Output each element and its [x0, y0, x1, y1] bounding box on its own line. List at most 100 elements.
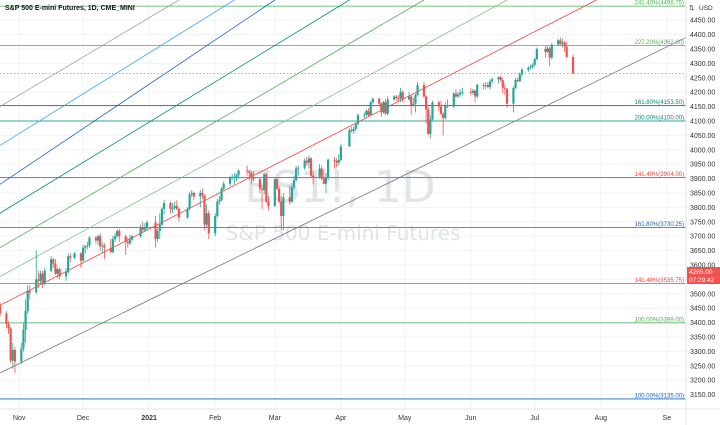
channel-line[interactable] [0, 0, 425, 249]
candle[interactable] [399, 87, 402, 103]
candle[interactable] [5, 311, 8, 329]
candle[interactable] [437, 100, 440, 111]
candle[interactable] [162, 200, 166, 215]
channel-line[interactable] [0, 0, 276, 185]
candle[interactable] [143, 223, 146, 232]
candle[interactable] [452, 92, 455, 109]
candle[interactable] [22, 322, 25, 352]
candle[interactable] [175, 200, 178, 211]
candle[interactable] [35, 250, 38, 294]
candle[interactable] [348, 128, 351, 147]
candle[interactable] [482, 82, 485, 90]
candle[interactable] [356, 113, 360, 126]
candle[interactable] [273, 177, 276, 208]
candle[interactable] [527, 66, 530, 73]
candle[interactable] [429, 115, 432, 139]
candle[interactable] [520, 67, 524, 77]
candle[interactable] [58, 267, 61, 280]
candle[interactable] [557, 38, 560, 47]
candle[interactable] [207, 210, 210, 240]
candle[interactable] [333, 156, 336, 169]
candle[interactable] [380, 102, 383, 117]
candle[interactable] [9, 326, 12, 363]
candle[interactable] [384, 99, 387, 116]
candle[interactable] [177, 207, 181, 222]
candle[interactable] [260, 185, 264, 209]
candle[interactable] [378, 97, 381, 107]
candle[interactable] [0, 302, 2, 317]
candle[interactable] [67, 253, 70, 274]
candle[interactable] [235, 173, 238, 182]
candle[interactable] [258, 177, 262, 193]
candle[interactable] [54, 259, 57, 276]
candle[interactable] [544, 46, 547, 58]
candle[interactable] [442, 112, 445, 136]
candle[interactable] [280, 195, 283, 231]
candle[interactable] [173, 201, 176, 211]
channel-line[interactable] [0, 37, 687, 374]
candle[interactable] [290, 182, 293, 204]
candle[interactable] [96, 234, 100, 245]
candle[interactable] [190, 190, 193, 198]
candle[interactable] [412, 97, 415, 107]
candle[interactable] [486, 82, 489, 88]
candle[interactable] [52, 257, 55, 268]
candle[interactable] [459, 89, 462, 97]
candle[interactable] [94, 236, 97, 244]
candle[interactable] [263, 172, 266, 195]
candle[interactable] [295, 165, 298, 182]
candle[interactable] [503, 83, 507, 96]
candle[interactable] [231, 174, 234, 181]
candle[interactable] [559, 37, 562, 47]
candle[interactable] [171, 203, 174, 214]
candle[interactable] [382, 100, 385, 114]
candle[interactable] [275, 177, 279, 191]
candle[interactable] [446, 99, 449, 109]
candle[interactable] [531, 63, 534, 70]
candle[interactable] [7, 321, 10, 335]
candle[interactable] [309, 156, 313, 178]
candle[interactable] [250, 171, 253, 185]
candle[interactable] [354, 122, 357, 132]
candle[interactable] [422, 82, 426, 98]
candle[interactable] [265, 172, 268, 204]
candle[interactable] [318, 164, 321, 179]
channel-line[interactable] [0, 0, 180, 107]
candle[interactable] [484, 82, 487, 90]
candle[interactable] [37, 270, 40, 289]
candle[interactable] [454, 89, 458, 98]
candle[interactable] [186, 207, 189, 219]
channel-line[interactable] [0, 0, 508, 277]
candle[interactable] [145, 220, 149, 231]
candle[interactable] [561, 38, 564, 48]
candle[interactable] [320, 165, 323, 181]
candle[interactable] [326, 158, 330, 181]
candle[interactable] [79, 252, 83, 268]
candle[interactable] [395, 95, 398, 101]
candle[interactable] [218, 195, 221, 205]
candle[interactable] [305, 156, 308, 166]
channel-line[interactable] [0, 0, 350, 214]
candle[interactable] [69, 253, 72, 263]
candle[interactable] [339, 144, 342, 162]
candle[interactable] [86, 241, 89, 250]
candle[interactable] [565, 41, 568, 58]
candle[interactable] [188, 191, 191, 211]
candles[interactable] [0, 37, 686, 373]
candle[interactable] [401, 90, 404, 103]
candle[interactable] [497, 76, 500, 84]
candle[interactable] [116, 228, 119, 238]
candle[interactable] [369, 100, 372, 116]
candle[interactable] [192, 191, 195, 201]
candle[interactable] [473, 89, 477, 103]
candle[interactable] [505, 87, 509, 109]
candle[interactable] [292, 175, 296, 191]
candle[interactable] [499, 75, 502, 83]
candle[interactable] [220, 187, 223, 202]
candle[interactable] [471, 88, 475, 96]
candle[interactable] [476, 83, 479, 98]
candle[interactable] [312, 171, 315, 185]
candle[interactable] [512, 86, 515, 113]
candle[interactable] [88, 236, 91, 248]
candle[interactable] [461, 87, 464, 96]
